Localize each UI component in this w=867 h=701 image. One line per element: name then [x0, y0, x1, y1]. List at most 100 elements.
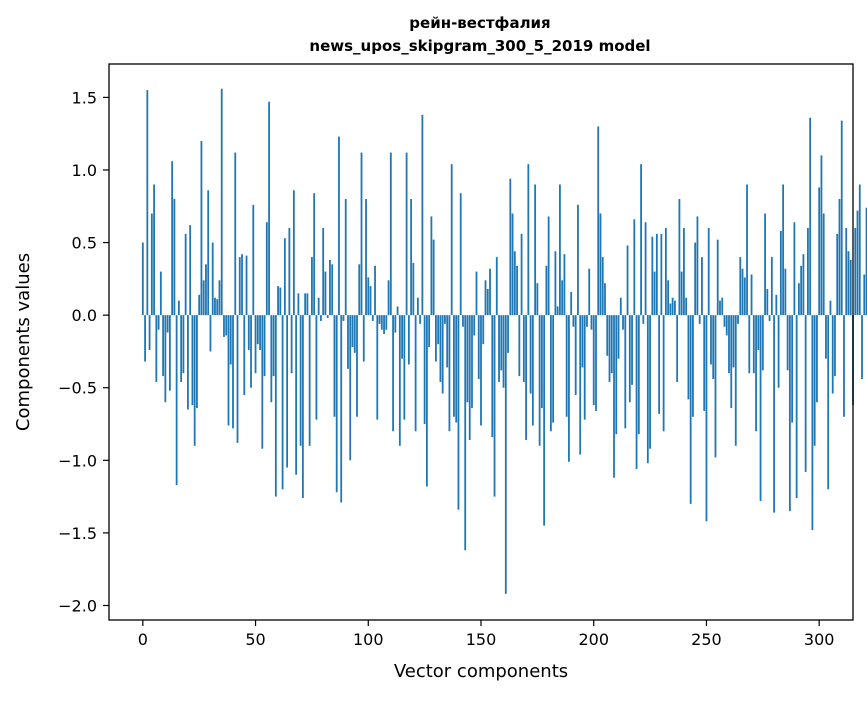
bar: [770, 257, 773, 316]
bar: [245, 255, 248, 316]
y-tick-label: 1.5: [72, 88, 97, 107]
bar: [453, 315, 455, 417]
bar: [622, 315, 624, 330]
bar: [761, 315, 764, 371]
bar: [225, 315, 228, 336]
bar: [723, 315, 726, 327]
y-axis-ticks: −2.0 −1.5 −1.0 −0.5 0.0 0.5 1.0 1.5: [58, 88, 109, 615]
bar: [202, 280, 205, 316]
y-tick-label: −0.5: [58, 379, 97, 398]
bar: [640, 164, 642, 316]
bar: [694, 242, 697, 316]
y-tick-label: −1.0: [58, 451, 97, 470]
bar: [707, 228, 710, 316]
bar: [166, 315, 169, 333]
bar: [444, 315, 446, 324]
bar: [148, 315, 151, 350]
bar: [588, 268, 591, 316]
chart-title-line-2: news_upos_skipgram_300_5_2019 model: [309, 37, 650, 55]
bar: [590, 315, 593, 330]
bar: [522, 315, 525, 382]
bar: [428, 315, 431, 348]
bar: [171, 161, 174, 316]
bar: [405, 152, 408, 316]
bar: [198, 294, 201, 316]
bar: [220, 88, 223, 316]
bar: [739, 257, 742, 316]
bar: [644, 222, 647, 316]
bar: [331, 264, 334, 316]
bar: [764, 213, 766, 316]
bar: [374, 265, 376, 316]
bar: [173, 199, 176, 316]
bar: [347, 315, 349, 369]
bar: [263, 315, 266, 377]
bar: [725, 315, 728, 336]
bar: [561, 280, 564, 316]
bar: [667, 280, 670, 316]
bar: [673, 300, 676, 316]
bar: [818, 187, 821, 316]
bar: [383, 315, 385, 335]
bar: [626, 245, 629, 316]
bar: [615, 315, 618, 435]
bar: [734, 315, 737, 446]
bar: [315, 315, 318, 420]
y-tick-label: 0.5: [72, 234, 97, 253]
bar: [141, 242, 144, 316]
bar: [353, 315, 356, 353]
bar: [628, 315, 631, 403]
bar: [856, 210, 859, 316]
bar: [500, 315, 503, 371]
bar: [416, 297, 419, 316]
chart-title-line-1: рейн-вестфалия: [409, 14, 550, 32]
bar: [606, 315, 609, 356]
bar: [351, 315, 354, 348]
bar: [297, 293, 300, 316]
bar: [498, 315, 500, 382]
bar: [340, 315, 343, 503]
bar: [489, 268, 491, 316]
bar: [223, 315, 225, 337]
bar: [326, 315, 329, 319]
bar: [392, 315, 394, 432]
bar: [407, 315, 410, 365]
bar: [696, 216, 699, 316]
bar: [378, 315, 381, 324]
bar: [845, 228, 848, 316]
bar: [617, 315, 620, 359]
bar: [464, 315, 467, 551]
bar: [214, 297, 216, 316]
bar: [268, 101, 270, 316]
bar: [335, 315, 338, 493]
bar: [430, 216, 433, 316]
bar: [164, 315, 167, 403]
bar: [831, 315, 834, 394]
bar: [279, 287, 282, 316]
bar: [365, 199, 367, 316]
bar: [624, 315, 627, 429]
bar: [457, 315, 460, 510]
bar: [144, 315, 146, 362]
bar: [238, 257, 241, 316]
bar: [797, 283, 800, 316]
bar: [710, 315, 712, 365]
bar: [448, 315, 451, 432]
bar: [635, 315, 638, 470]
bar: [385, 315, 388, 330]
bar: [804, 315, 807, 472]
bar: [759, 315, 762, 501]
bar: [227, 315, 230, 426]
bar: [155, 315, 158, 382]
bar: [313, 193, 316, 316]
bar: [536, 283, 539, 316]
bar: [446, 315, 449, 368]
bar: [847, 251, 850, 316]
bar: [568, 315, 570, 462]
bar: [610, 315, 613, 374]
bar: [565, 315, 568, 417]
bar: [807, 228, 809, 316]
x-tick-label: 50: [245, 630, 265, 649]
bar: [540, 315, 543, 409]
